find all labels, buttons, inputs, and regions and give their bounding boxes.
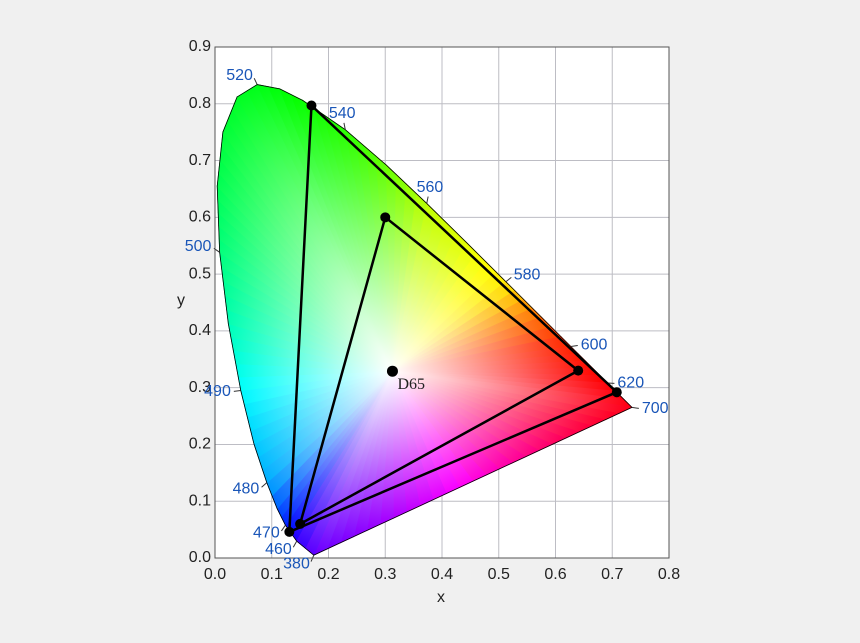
- wavelength-tick: [505, 276, 512, 283]
- y-tick-label: 0.7: [189, 152, 211, 169]
- wavelength-label: 470: [253, 525, 280, 542]
- y-tick-label: 0.4: [189, 322, 211, 339]
- x-axis-label: x: [437, 589, 445, 606]
- gamut-vertex: [611, 387, 622, 398]
- y-tick-label: 0.0: [189, 549, 211, 566]
- wavelength-tick: [281, 524, 286, 532]
- white-point: [386, 365, 398, 377]
- wavelength-label: 540: [329, 105, 356, 122]
- x-tick-label: 0.5: [488, 566, 510, 583]
- wavelength-tick: [570, 345, 578, 347]
- wavelength-tick: [631, 406, 639, 409]
- gamut-triangle: [287, 102, 620, 534]
- x-tick-label: 0.3: [374, 566, 396, 583]
- plot-frame: [214, 46, 670, 559]
- y-tick-label: 0.5: [189, 265, 211, 282]
- wavelength-tick: [343, 122, 346, 130]
- x-tick-label: 0.7: [601, 566, 623, 583]
- wavelength-label: 520: [226, 67, 253, 84]
- gamut-vertex: [295, 518, 306, 529]
- x-tick-label: 0.2: [317, 566, 339, 583]
- wavelength-tick: [292, 540, 298, 548]
- x-tick-label: 0.0: [204, 566, 226, 583]
- x-tick-label: 0.6: [544, 566, 566, 583]
- y-tick-label: 0.3: [189, 379, 211, 396]
- y-tick-label: 0.9: [189, 38, 211, 55]
- y-tick-label: 0.6: [189, 209, 211, 226]
- wavelength-label: 700: [642, 400, 669, 417]
- x-tick-label: 0.1: [261, 566, 283, 583]
- wavelength-label: 500: [185, 238, 212, 255]
- x-tick-label: 0.4: [431, 566, 453, 583]
- gamut-vertex: [306, 100, 317, 111]
- wavelength-label: 380: [283, 556, 310, 573]
- wavelength-tick: [253, 78, 258, 85]
- wavelength-label: 460: [265, 541, 292, 558]
- x-tick-label: 0.8: [658, 566, 680, 583]
- gamut-triangle: [298, 215, 581, 527]
- wavelength-label: 600: [581, 336, 608, 353]
- wavelength-tick: [233, 390, 241, 392]
- y-tick-label: 0.1: [189, 492, 211, 509]
- gamut-vertex: [284, 526, 295, 537]
- wavelength-label: 560: [417, 179, 444, 196]
- wavelength-tick: [426, 196, 429, 204]
- y-tick-label: 0.8: [189, 95, 211, 112]
- gamut-vertex: [380, 212, 391, 223]
- gamut-vertex: [573, 365, 584, 376]
- wavelength-label: 490: [204, 383, 231, 400]
- y-axis-label: y: [177, 292, 185, 309]
- wavelength-label: 480: [233, 481, 260, 498]
- wavelength-label: 580: [514, 267, 541, 284]
- white-point-label: D65: [397, 376, 425, 393]
- wavelength-label: 620: [617, 375, 644, 392]
- y-tick-label: 0.2: [189, 436, 211, 453]
- wavelength-tick: [261, 482, 268, 488]
